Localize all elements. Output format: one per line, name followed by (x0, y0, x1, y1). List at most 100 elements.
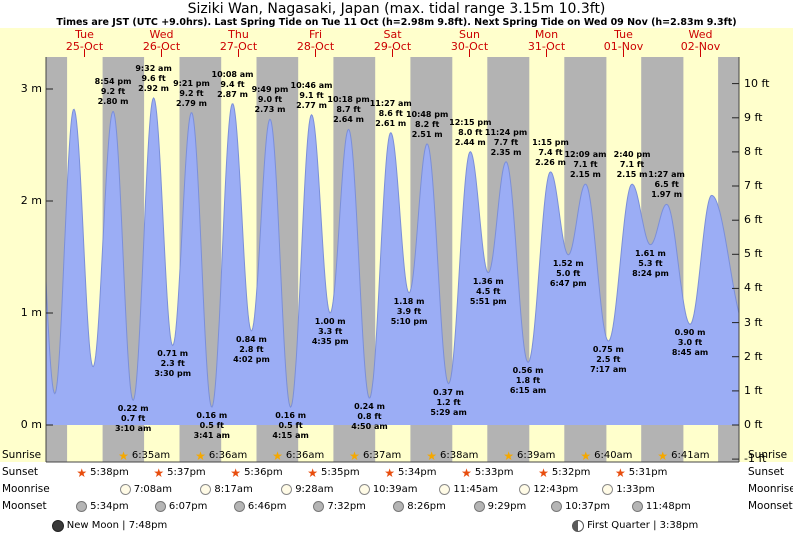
sunrise-icon: ★ (657, 448, 669, 463)
moonrise-row-label: Moonrise (748, 483, 793, 495)
low-tide-label: 0.56 m 1.8 ft 6:15 am (506, 366, 550, 396)
tide-label-line: 2.51 m (411, 129, 443, 139)
tide-label-line: 8:24 pm (632, 268, 669, 278)
foot-axis-label: 0 ft (744, 418, 763, 431)
tide-label-line: 1.00 m (314, 317, 346, 326)
low-tide-label: 1.52 m 5.0 ft 6:47 pm (546, 259, 590, 289)
moon-phase-entry: First Quarter | 3:38pm (560, 518, 710, 533)
low-tide-label: 0.84 m 2.8 ft 4:02 pm (229, 335, 273, 365)
low-tide-label: 0.71 m 2.3 ft 3:30 pm (151, 349, 195, 379)
tide-label-line: 3:41 am (193, 431, 231, 441)
moonset-icon (233, 501, 245, 512)
moonrise-time: 8:17am (214, 484, 253, 495)
tide-label-line: 4:35 pm (311, 337, 349, 346)
sunset-icon: ★ (307, 465, 319, 480)
tide-label-line: 0.84 m (236, 334, 267, 344)
moonrise-entry: 7:08am (108, 482, 184, 497)
tide-label-line: 9.2 ft (179, 88, 204, 98)
moonrise-entry: 9:28am (269, 482, 345, 497)
sunrise-icon: ★ (503, 448, 515, 463)
sunrise-time: 6:39am (517, 450, 556, 461)
day-date: 27-Oct (219, 40, 258, 53)
moonrise-entry: 1:33pm (590, 482, 666, 497)
day-label: Sun 30-Oct (439, 29, 501, 53)
moonrise-entry: 10:39am (350, 482, 426, 497)
tide-label-line: 9.4 ft (220, 79, 245, 89)
high-tide-label: 10:18 pm 8.7 ft 2.64 m (327, 95, 371, 125)
tide-label-line: 1.36 m (472, 276, 504, 286)
tide-label-line: 6.5 ft (654, 180, 679, 190)
sunrise-icon: ★ (580, 448, 592, 463)
meter-axis-label: 3 m (20, 82, 42, 95)
tide-label-line: 2.5 ft (596, 355, 621, 364)
sunset-icon: ★ (153, 465, 165, 480)
sunset-icon: ★ (538, 465, 549, 480)
sunrise-entry: ★ 6:36am (260, 448, 336, 463)
sunrise-icon: ★ (349, 448, 360, 463)
tide-label-line: 0.56 m (512, 366, 544, 376)
moonrise-time: 12:43pm (533, 484, 579, 495)
tide-label-line: 9.6 ft (141, 73, 166, 83)
day-date: 25-Oct (65, 40, 104, 53)
sunset-row-label: Sunset (2, 466, 39, 478)
sunset-entry: ★ 5:33pm (449, 465, 525, 480)
low-tide-label: 1.61 m 5.3 ft 8:24 pm (628, 249, 672, 279)
moonset-row-label: Moonset (748, 500, 793, 512)
tide-label-line: 8.6 ft (378, 108, 403, 118)
tide-curve-line (45, 97, 740, 408)
day-name: Tue (75, 28, 94, 41)
tide-label-line: 3:30 pm (154, 369, 192, 379)
high-tide-label: 8:54 pm 9.2 ft 2.80 m (91, 77, 135, 107)
day-name: Thu (228, 28, 249, 41)
low-tide-label: 0.16 m 0.5 ft 4:15 am (269, 411, 313, 441)
tide-label-line: 8.2 ft (415, 119, 440, 129)
tide-label-line: 1.52 m (552, 258, 584, 268)
high-tide-label: 1:15 pm 7.4 ft 2.26 m (529, 138, 573, 168)
moonrise-icon (439, 484, 451, 495)
moonrise-icon (358, 484, 370, 495)
tide-label-line: 1:27 am (648, 170, 685, 180)
tide-label-line: 9:32 am (135, 63, 172, 73)
sunrise-icon: ★ (426, 448, 437, 463)
moon-phase-text: First Quarter | 3:38pm (587, 520, 699, 531)
sunrise-row-label: Sunrise (748, 449, 788, 461)
day-date: 31-Oct (527, 40, 566, 53)
moonset-icon (393, 501, 405, 512)
tide-label-line: 6:15 am (509, 386, 547, 396)
tide-label-line: 5:29 am (430, 407, 467, 417)
tide-label-line: 2.80 m (97, 97, 129, 107)
new-moon-icon (51, 519, 64, 532)
day-date: 26-Oct (142, 40, 181, 53)
sunset-time: 5:32pm (551, 467, 591, 478)
sunset-row-label: Sunset (748, 466, 785, 478)
foot-axis-label: -1 ft (744, 452, 767, 466)
tide-label-line: 2.79 m (176, 98, 207, 108)
low-tide-label: 0.90 m 3.0 ft 8:45 am (668, 328, 712, 358)
tide-label-line: 12:09 am (564, 150, 607, 160)
meter-axis-label: 2 m (20, 194, 42, 207)
moon-phase-text: New Moon | 7:48pm (66, 520, 168, 531)
tide-area (46, 98, 739, 425)
tide-label-line: 2.73 m (254, 105, 286, 115)
tide-label-line: 0.24 m (354, 402, 385, 412)
high-tide-label: 9:49 pm 9.0 ft 2.73 m (248, 85, 292, 115)
tide-label-line: 3:10 am (114, 424, 152, 434)
moonrise-time: 11:45am (453, 484, 499, 495)
sunrise-time: 6:35am (131, 450, 171, 461)
moonset-icon (551, 501, 563, 512)
first-quarter-icon (572, 519, 585, 532)
moonrise-row-label: Moonrise (2, 483, 50, 495)
sunset-icon: ★ (615, 465, 626, 480)
moonset-time: 8:26pm (407, 501, 446, 512)
sunset-time: 5:34pm (397, 467, 437, 478)
tide-label-line: 11:27 am (369, 98, 412, 108)
tide-label-line: 0.71 m (157, 349, 189, 359)
moonset-time: 6:07pm (168, 501, 208, 512)
tide-label-line: 2:40 pm (613, 150, 651, 160)
high-tide-label: 11:24 pm 7.7 ft 2.35 m (484, 128, 528, 158)
tide-label-line: 6:47 pm (549, 278, 587, 288)
tide-label-line: 9.1 ft (299, 90, 324, 100)
high-tide-label: 10:08 am 9.4 ft 2.87 m (211, 70, 255, 100)
tide-label-line: 2.64 m (333, 115, 364, 125)
